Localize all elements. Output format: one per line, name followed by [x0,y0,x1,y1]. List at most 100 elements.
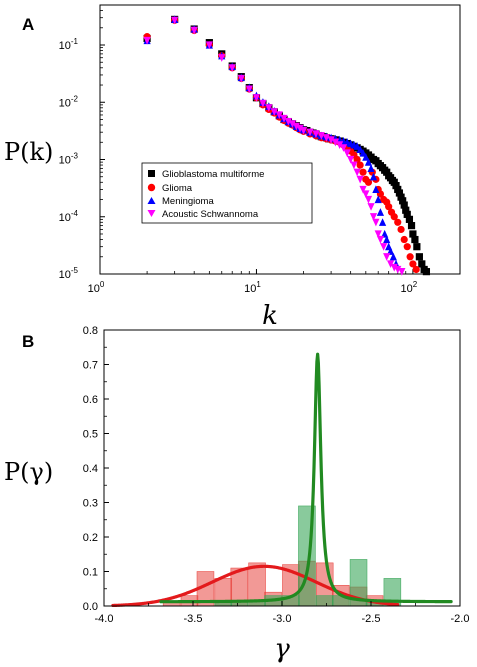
panel-b-x-tick-label: -2.0 [451,613,470,625]
panel-b-y-tick-label: 0.8 [83,325,98,337]
point-acoustic-schwannoma [218,54,226,62]
point-acoustic-schwannoma [306,128,314,137]
legend-marker-square [148,170,155,177]
panel-a-y-axis-title-text: P(k) [4,138,53,166]
point-acoustic-schwannoma [252,94,261,102]
legend-marker-triangle [147,197,156,204]
panel-a-y-tick-label: 10-5 [59,266,79,281]
panel-b-y-tick-label: 0.0 [83,601,98,613]
panel-a-axes: 100 101 102 10-5 10-4 10-3 10-2 10-1 [59,4,461,295]
point-glioma [406,253,414,261]
legend-marker-circle [147,183,156,192]
point-meningioma [381,229,389,238]
panel-b-y-tick-label: 0.3 [83,498,98,510]
point-acoustic-schwannoma [356,175,364,184]
point-glioblastoma [397,193,405,201]
point-acoustic-schwannoma [265,104,273,112]
legend-label: Acoustic Schwannoma [162,209,259,220]
legend-item-meningioma: Meningioma [147,196,214,207]
point-meningioma [362,153,370,161]
point-meningioma [367,164,375,172]
point-acoustic-schwannoma [372,218,380,227]
panel-a: A 100 101 102 10-5 10-4 10-3 10-2 10-1 P(k) k G… [4,4,461,331]
point-acoustic-schwannoma [296,124,304,133]
point-acoustic-schwannoma [386,260,395,269]
panel-b: B -4.0 -3.5 -3.0 -2.5 -2.0 0.0 0.1 0.2 0.3 0.4 0.5… [4,325,469,664]
point-acoustic-schwannoma [322,134,331,142]
point-glioblastoma [407,222,416,230]
point-acoustic-schwannoma [245,85,253,94]
point-meningioma [372,185,380,194]
point-glioblastoma [402,206,410,214]
point-acoustic-schwannoma [190,26,198,35]
panel-b-label: B [22,332,34,351]
point-meningioma [376,208,385,216]
panel-b-y-tick-label: 0.2 [83,532,98,544]
panel-b-x-tick-label: -3.0 [273,613,292,625]
panel-a-y-tick-label: 10-1 [59,37,79,52]
point-acoustic-schwannoma [288,120,297,128]
point-glioblastoma [392,182,400,190]
point-glioma [409,260,417,268]
point-acoustic-schwannoma [364,195,373,204]
point-acoustic-schwannoma [275,111,283,120]
panel-a-label: A [22,15,34,34]
point-acoustic-schwannoma [350,161,358,170]
panel-b-y-axis-title: P(γ) [4,458,53,486]
point-glioblastoma [399,197,407,205]
panel-b-y-tick-label: 0.4 [83,463,98,475]
point-glioblastoma [405,215,414,223]
legend-label: Glioma [162,183,193,194]
point-glioblastoma [409,230,417,238]
point-acoustic-schwannoma [398,268,406,276]
panel-a-x-tick-label: 102 [401,280,418,295]
point-acoustic-schwannoma [343,149,351,158]
point-glioma [364,178,373,186]
point-acoustic-schwannoma [367,203,375,211]
point-acoustic-schwannoma [259,99,267,108]
point-meningioma [359,148,367,157]
point-meningioma [374,195,382,204]
point-glioblastoma [415,253,423,261]
panel-a-y-axis-title: P(k) [4,138,53,166]
point-glioma [412,265,420,274]
point-meningioma [378,218,387,226]
point-acoustic-schwannoma [171,16,179,25]
histogram-bar-green [315,595,334,607]
panel-b-y-tick-label: 0.5 [83,429,98,441]
point-glioblastoma [411,235,419,244]
point-acoustic-schwannoma [317,132,325,140]
point-meningioma [369,172,378,181]
point-acoustic-schwannoma [353,168,361,177]
point-acoustic-schwannoma [327,136,335,145]
legend-item-acoustic-schwannoma: Acoustic Schwannoma [147,209,259,220]
point-glioma [353,155,361,164]
point-acoustic-schwannoma [312,130,320,139]
point-glioblastoma [413,243,421,251]
point-glioma [397,225,405,234]
point-acoustic-schwannoma [376,235,385,244]
point-acoustic-schwannoma [359,185,367,194]
point-glioma [356,161,364,169]
panel-b-histogram-bars [162,505,402,607]
panel-b-x-tick-label: -3.5 [184,613,203,625]
point-meningioma [389,252,397,261]
panel-b-x-axis-title: γ [274,634,290,664]
point-glioblastoma [395,189,404,197]
panel-a-frame [99,4,461,275]
legend-item-glioma: Glioma [147,183,193,194]
point-glioblastoma [403,210,411,218]
point-acoustic-schwannoma [299,126,308,135]
point-acoustic-schwannoma [143,36,151,45]
legend: Glioblastoma multiforme Glioma Meningiom… [141,162,313,224]
point-glioma [385,203,393,211]
panel-b-y-tick-label: 0.1 [83,567,98,579]
point-acoustic-schwannoma [383,253,391,261]
point-acoustic-schwannoma [347,155,355,164]
legend-label: Meningioma [162,196,214,207]
point-glioma [359,168,367,176]
point-acoustic-schwannoma [374,230,382,239]
point-meningioma [364,158,373,166]
point-acoustic-schwannoma [369,213,378,221]
